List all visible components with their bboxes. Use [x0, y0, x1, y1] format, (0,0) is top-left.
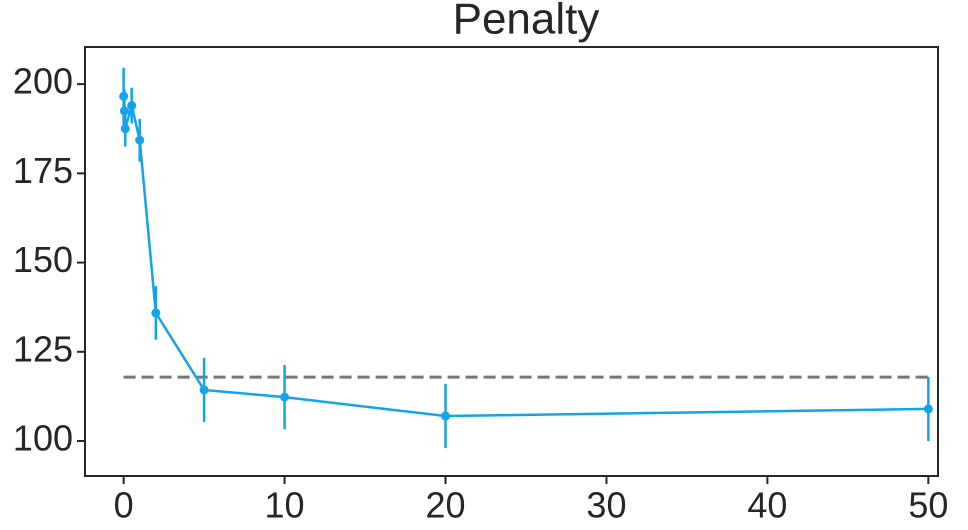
chart-title: Penalty — [453, 0, 600, 44]
y-tick-label: 150 — [13, 239, 73, 280]
y-tick-label: 125 — [13, 328, 73, 369]
y-tick-label: 200 — [13, 61, 73, 102]
x-tick-label: 40 — [747, 485, 787, 526]
plot-frame — [84, 46, 939, 477]
x-tick-label: 50 — [908, 485, 948, 526]
x-tick-label: 30 — [586, 485, 626, 526]
x-tick-label: 0 — [114, 485, 134, 526]
x-tick-label: 20 — [425, 485, 465, 526]
point — [441, 411, 451, 421]
series-line — [122, 96, 929, 418]
y-tick-label: 100 — [13, 418, 73, 459]
y-tick-label: 175 — [13, 150, 73, 191]
point — [127, 101, 137, 111]
point — [199, 385, 209, 395]
point — [135, 135, 145, 145]
point — [280, 392, 290, 402]
point — [923, 404, 933, 414]
point — [120, 124, 130, 134]
x-tick-label: 10 — [265, 485, 305, 526]
point — [151, 308, 161, 318]
